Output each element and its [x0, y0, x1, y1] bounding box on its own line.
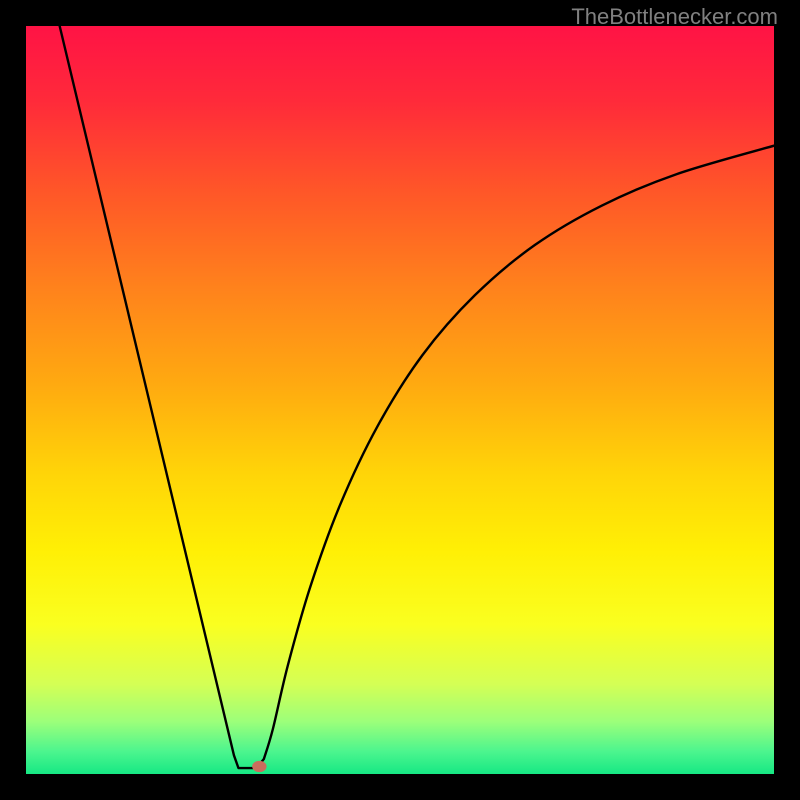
plot-background — [26, 26, 774, 774]
chart-container: TheBottlenecker.com — [0, 0, 800, 800]
optimal-point-marker — [252, 761, 266, 772]
watermark-text: TheBottlenecker.com — [571, 4, 778, 30]
bottleneck-chart — [0, 0, 800, 800]
